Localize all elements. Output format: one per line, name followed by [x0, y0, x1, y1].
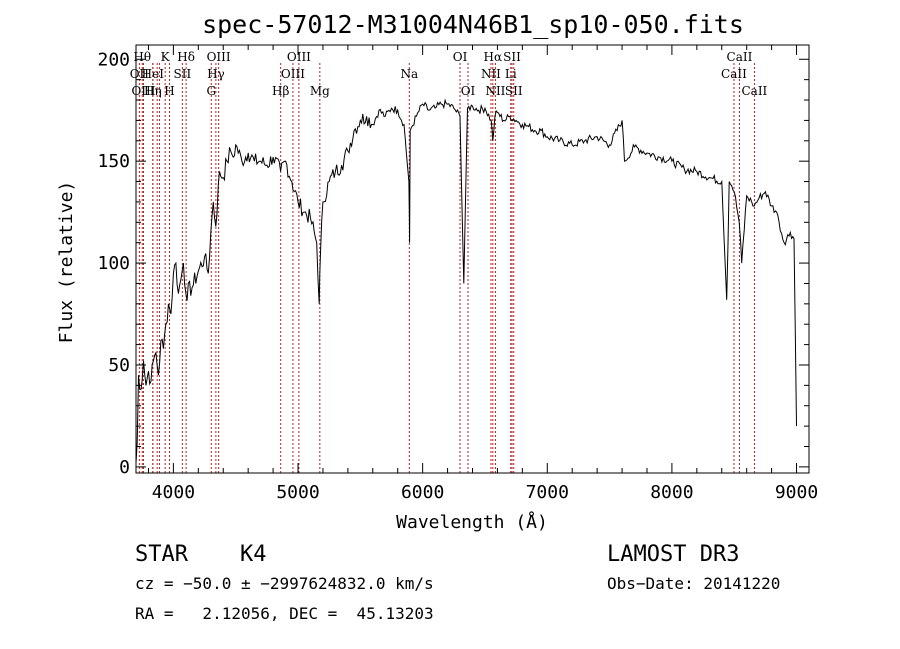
spectral-line-markers [138, 63, 755, 473]
plot-frame [135, 44, 810, 474]
spectral-line-labels: OIIHθOIIIHeIHηKHSIIHδGHγOIIIHβOIIIOIIIMg… [130, 50, 768, 98]
y-tick-label: 50 [108, 355, 130, 376]
y-axis-label: Flux (relative) [56, 181, 77, 344]
spectral-line-label: OIII [207, 50, 231, 64]
spectral-line-label: OI [461, 84, 476, 98]
spectral-line-label: NII [481, 67, 501, 81]
x-tick-label: 6000 [401, 482, 444, 503]
x-axis-label: Wavelength (Å) [396, 511, 548, 533]
x-tick-label: 7000 [526, 482, 569, 503]
y-tick-label: 100 [97, 253, 130, 274]
coordinates: RA = 2.12056, DEC = 45.13203 [135, 604, 434, 623]
x-axis-ticks: 4000 5000 6000 7000 8000 9000 [147, 45, 818, 503]
spectral-line-label: Hθ [133, 50, 151, 64]
spectral-line-label: Hη [144, 84, 162, 98]
spectral-line-label: H [164, 84, 174, 98]
spectral-line-label: SII [505, 84, 523, 98]
spectral-line-label: G [206, 84, 216, 98]
spectral-line-label: HeI [142, 67, 165, 81]
spectral-line-label: Hγ [207, 67, 225, 81]
redshift-readout: cz = −50.0 ± −2997624832.0 km/s [135, 574, 434, 593]
spectral-line-label: K [161, 50, 171, 64]
spectral-line-label: Li [505, 67, 517, 81]
object-class: STAR [135, 542, 189, 567]
survey-name: LAMOST DR3 [607, 542, 739, 567]
x-tick-label: 4000 [152, 482, 195, 503]
x-tick-label: 5000 [276, 482, 319, 503]
x-tick-label: 8000 [650, 482, 693, 503]
spectral-line-label: OIII [281, 67, 305, 81]
object-subclass: K4 [240, 542, 267, 567]
spectral-line-label: OII [130, 67, 150, 81]
y-axis-ticks: 0 50 100 150 200 [97, 49, 809, 478]
spectral-line-label: OIII [287, 50, 311, 64]
spectral-line-label: CaII [727, 50, 753, 64]
spectrum-series-line [135, 98, 797, 463]
y-tick-label: 200 [97, 49, 130, 70]
spectral-line-label: OI [453, 50, 468, 64]
spectral-line-label: Mg [310, 84, 330, 98]
spectral-line-label: Hβ [272, 84, 289, 98]
spectral-line-label: SII [174, 67, 192, 81]
spectral-line-label: Hα [484, 50, 503, 64]
spectral-line-label: Hδ [177, 50, 195, 64]
chart-title: spec-57012-M31004N46B1_sp10-050.fits [202, 10, 744, 39]
spectral-line-label: CaII [741, 84, 767, 98]
spectral-line-label: SII [503, 50, 521, 64]
spectral-line-label: NII [485, 84, 505, 98]
obs-date: Obs−Date: 20141220 [607, 574, 780, 593]
spectral-line-label: Na [400, 67, 418, 81]
spectral-line-label: CaII [721, 67, 747, 81]
x-tick-label: 9000 [775, 482, 818, 503]
y-tick-label: 150 [97, 151, 130, 172]
y-tick-label: 0 [119, 457, 130, 478]
spectral-line-label: OIII [131, 84, 155, 98]
